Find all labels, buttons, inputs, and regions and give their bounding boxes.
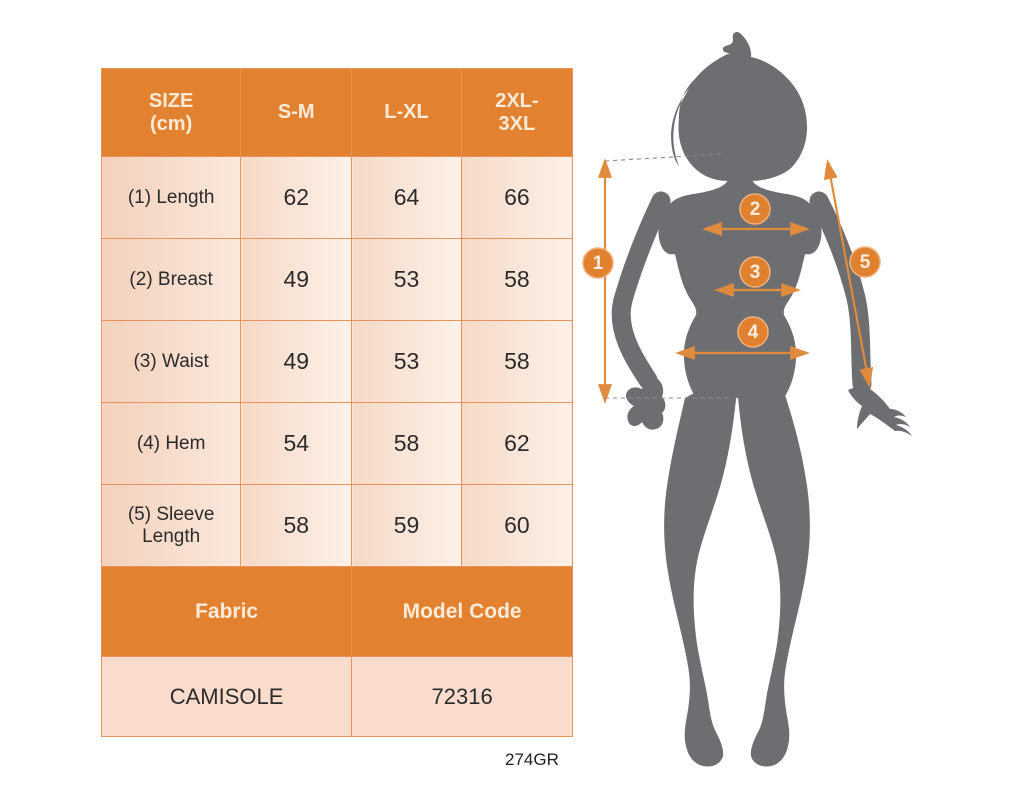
svg-text:3: 3 (750, 262, 761, 283)
svg-text:5: 5 (860, 252, 871, 273)
svg-text:1: 1 (593, 253, 604, 274)
svg-text:4: 4 (748, 322, 759, 343)
svg-text:2: 2 (750, 199, 761, 220)
